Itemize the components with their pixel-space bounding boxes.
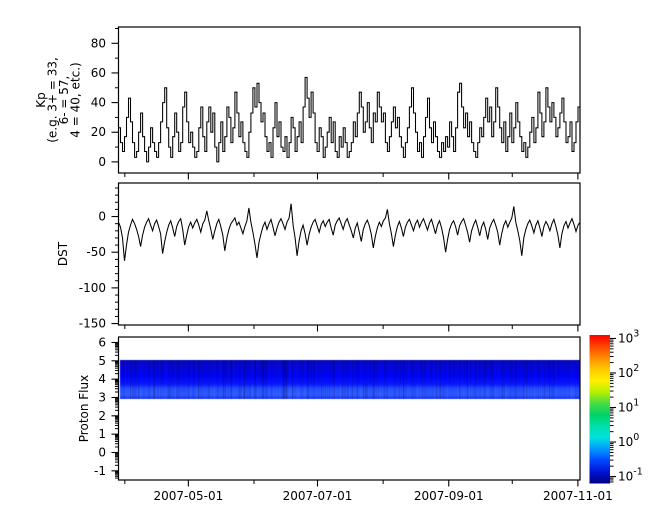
x-date-label: 2007-07-01	[283, 489, 353, 503]
colorbar-tick-label: 102	[618, 363, 639, 380]
kp-ytick-label: 20	[91, 125, 106, 139]
dst-panel-group: 0 -50 -100 -150 DST	[56, 182, 581, 332]
colorbar-tick-label: 101	[618, 398, 639, 415]
proton_flux-panel-border	[117, 336, 581, 481]
colorbar-tick-label: 103	[618, 328, 639, 345]
kp-series-line	[118, 76, 581, 163]
dst-ytick-label: -50	[86, 245, 106, 259]
proton_flux-ytick-label: 4	[98, 372, 106, 386]
proton_flux-ytick-label: 1	[98, 427, 106, 441]
proton_flux-ytick-label: 3	[98, 391, 106, 405]
proton_flux-panel-group: 6 5 4 3 2 1 0 -1 Proton Flux	[77, 336, 581, 487]
colorbar-tick-label: 10-1	[618, 467, 643, 484]
x-date-label: 2007-09-01	[414, 489, 484, 503]
proton_flux-ytick-label: 0	[98, 446, 106, 460]
dst-series-line	[118, 203, 581, 261]
kp-ytick-label: 40	[91, 96, 106, 110]
proton_flux-ytick-label: 6	[98, 336, 106, 350]
dst-ytick-label: -150	[79, 317, 106, 331]
proton_flux-ytick-label: -1	[94, 464, 106, 478]
dst-ytick-label: -100	[79, 281, 106, 295]
kp-ytick-label: 80	[91, 36, 106, 50]
kp-panel-border	[117, 26, 581, 174]
dst-panel-border	[117, 182, 581, 326]
colorbar	[589, 335, 610, 484]
kp-ytick-label: 60	[91, 66, 106, 80]
dst-ytick-label: 0	[98, 210, 106, 224]
x-date-label: 2007-05-01	[153, 489, 223, 503]
proton_flux-axis-label: Proton Flux	[77, 375, 91, 442]
proton_flux-ytick-label: 2	[98, 409, 106, 423]
dst-axis-label: DST	[56, 241, 70, 266]
kp-axis-label: Kp(e.g. 3+ = 33,6- = 57,4 = 40, etc.)	[34, 57, 83, 143]
colorbar-tick-label: 100	[618, 432, 639, 449]
x-date-label: 2007-11-01	[543, 489, 613, 503]
kp-panel-group: 0 20 40 60 80 Kp(e.g. 3+ = 33,6- = 57,4 = 40,…	[34, 26, 581, 180]
kp-ytick-label: 0	[98, 155, 106, 169]
colorbar-group: 103 102 101 100 10-1	[589, 328, 643, 484]
proton_flux-ytick-label: 5	[98, 354, 106, 368]
